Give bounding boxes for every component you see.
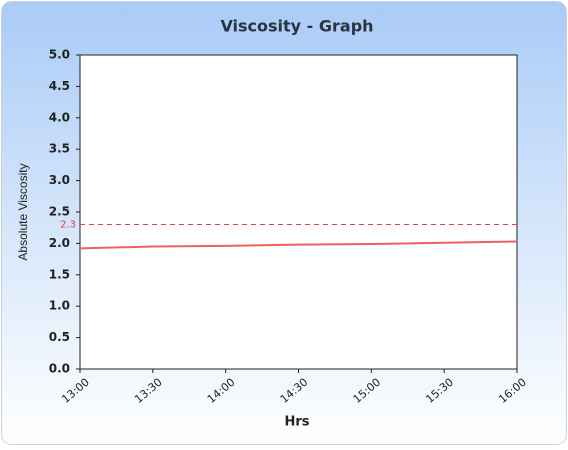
y-tick-label: 2.5 (49, 205, 70, 219)
y-tick-label: 4.0 (49, 110, 70, 124)
x-axis-label: Hrs (284, 415, 309, 430)
line-series (79, 240, 518, 250)
chart-title: Viscosity - Graph (220, 17, 373, 36)
plot-area (79, 54, 518, 370)
y-tick-label: 4.5 (49, 79, 70, 93)
y-tick-label: 5.0 (49, 48, 70, 62)
y-tick-label: 2.0 (49, 236, 70, 250)
y-tick-label: 3.5 (49, 142, 70, 156)
y-axis-label: Absolute Viscosity (16, 163, 30, 260)
y-tick-label: 0.5 (49, 330, 70, 344)
threshold-label: 2.3 (60, 220, 76, 231)
y-tick-label: 1.0 (49, 299, 70, 313)
y-tick-label: 3.0 (49, 173, 70, 187)
y-tick-label: 1.5 (49, 267, 70, 281)
y-tick-label: 0.0 (49, 362, 70, 376)
